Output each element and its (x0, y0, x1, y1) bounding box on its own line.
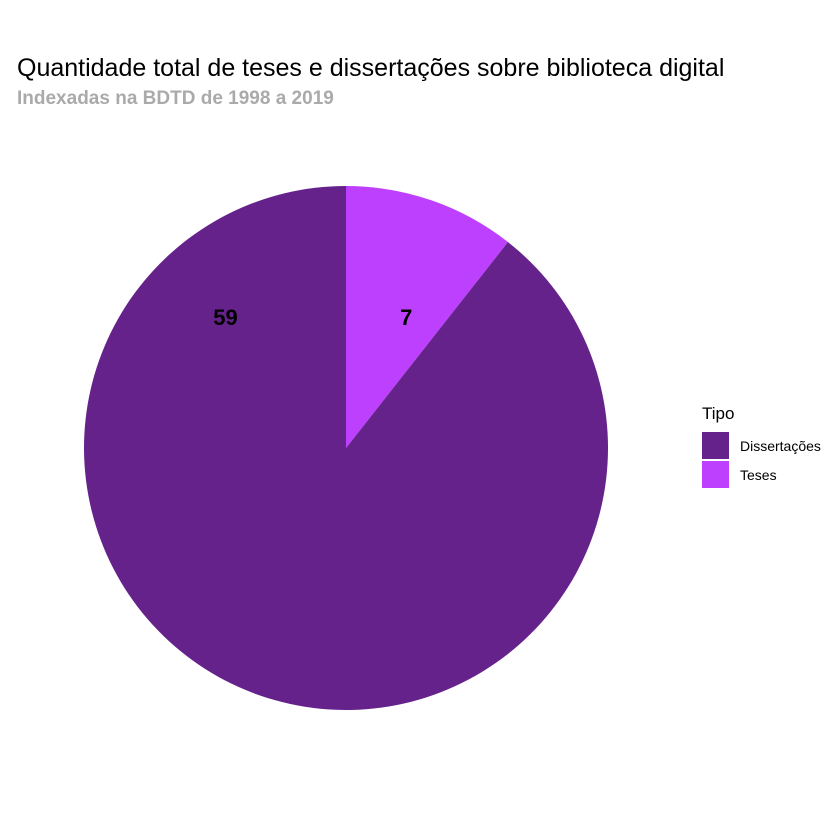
chart-title: Quantidade total de teses e dissertações… (17, 54, 725, 82)
slice-label-dissertações: 59 (213, 305, 237, 330)
legend: Tipo Dissertações Teses (702, 404, 821, 489)
legend-key (702, 432, 729, 459)
pie-slice-teses (346, 186, 508, 448)
legend-label: Dissertações (740, 437, 821, 454)
legend-title: Tipo (702, 404, 735, 423)
legend-label: Teses (740, 466, 777, 483)
pie-slice-dissertações (83, 186, 608, 711)
legend-item-teses: Teses (702, 460, 821, 489)
slice-label-teses: 7 (400, 305, 412, 330)
legend-item-dissertações: Dissertações (702, 431, 821, 460)
legend-key (702, 461, 729, 488)
chart-subtitle: Indexadas na BDTD de 1998 a 2019 (17, 88, 334, 109)
